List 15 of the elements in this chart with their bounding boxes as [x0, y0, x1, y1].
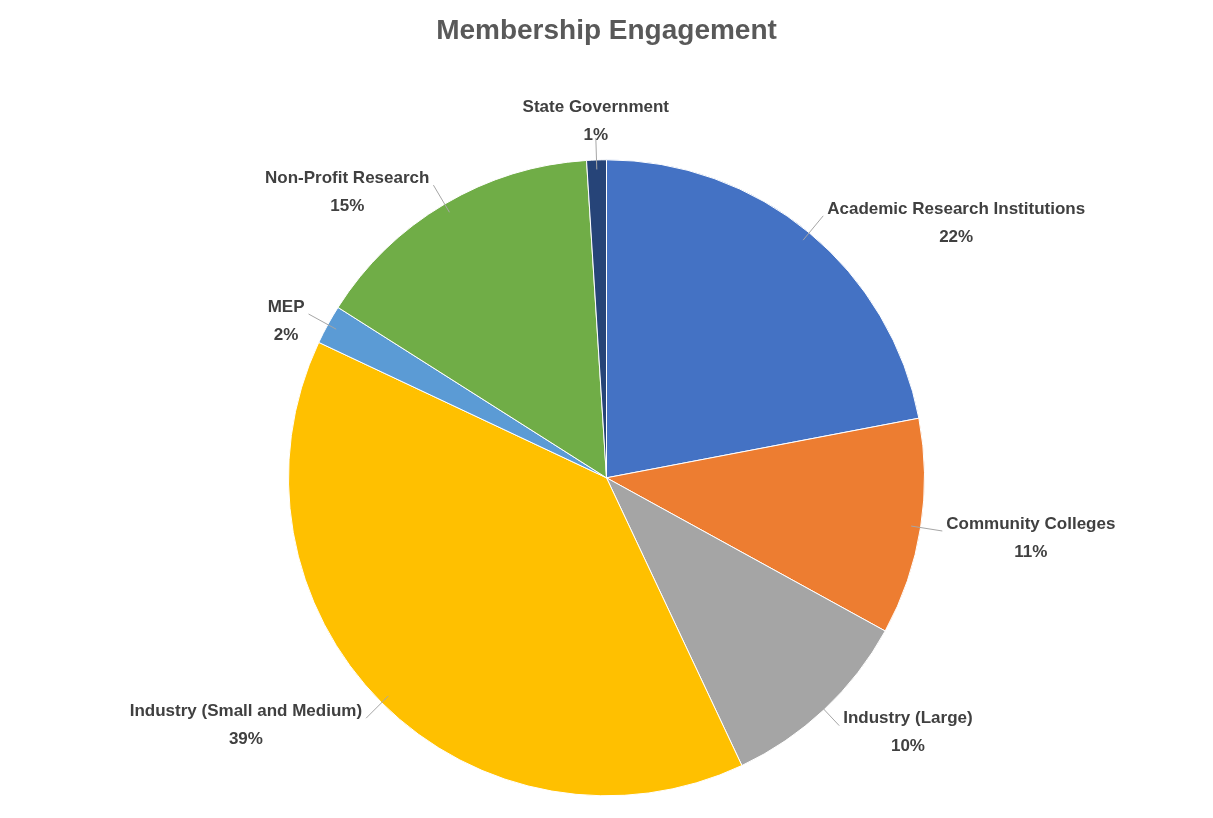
chart-title: Membership Engagement [436, 13, 777, 45]
slice-label: Community Colleges [946, 513, 1116, 533]
slice-label: MEP [267, 296, 305, 316]
slice-label: Non-Profit Research [265, 167, 430, 187]
slice-label: State Government [522, 96, 670, 116]
slice-label: Industry (Large) [843, 708, 973, 728]
data-label: 10% [890, 736, 925, 756]
data-label: 15% [330, 195, 365, 215]
data-label: 1% [583, 124, 609, 144]
data-label: 2% [273, 324, 299, 344]
slice-label: Industry (Small and Medium) [129, 700, 363, 720]
data-label: 22% [939, 226, 974, 246]
data-label: 11% [1014, 541, 1048, 561]
data-label: 39% [228, 728, 263, 748]
slice-label: Academic Research Institutions [827, 198, 1086, 218]
